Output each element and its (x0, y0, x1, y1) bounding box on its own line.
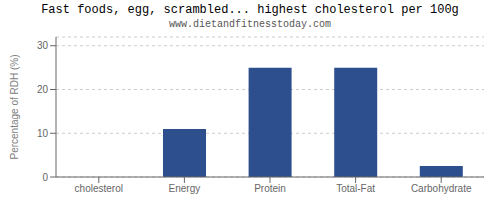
svg-text:0: 0 (42, 172, 48, 183)
svg-text:Protein: Protein (254, 183, 286, 194)
svg-text:30: 30 (37, 40, 49, 51)
svg-text:20: 20 (37, 84, 49, 95)
svg-text:Carbohydrate: Carbohydrate (411, 183, 472, 194)
svg-text:cholesterol: cholesterol (75, 183, 123, 194)
svg-text:10: 10 (37, 128, 49, 139)
svg-text:Energy: Energy (169, 183, 201, 194)
svg-text:Percentage of RDH (%): Percentage of RDH (%) (9, 54, 20, 159)
html-text:Fast foods, egg, scrambled...: Fast foods, egg, scrambled... highest ch… (41, 3, 459, 17)
html-text:www.dietandfitnesstoday.com: www.dietandfitnesstoday.com (169, 19, 331, 30)
svg-text:Total-Fat: Total-Fat (336, 183, 375, 194)
